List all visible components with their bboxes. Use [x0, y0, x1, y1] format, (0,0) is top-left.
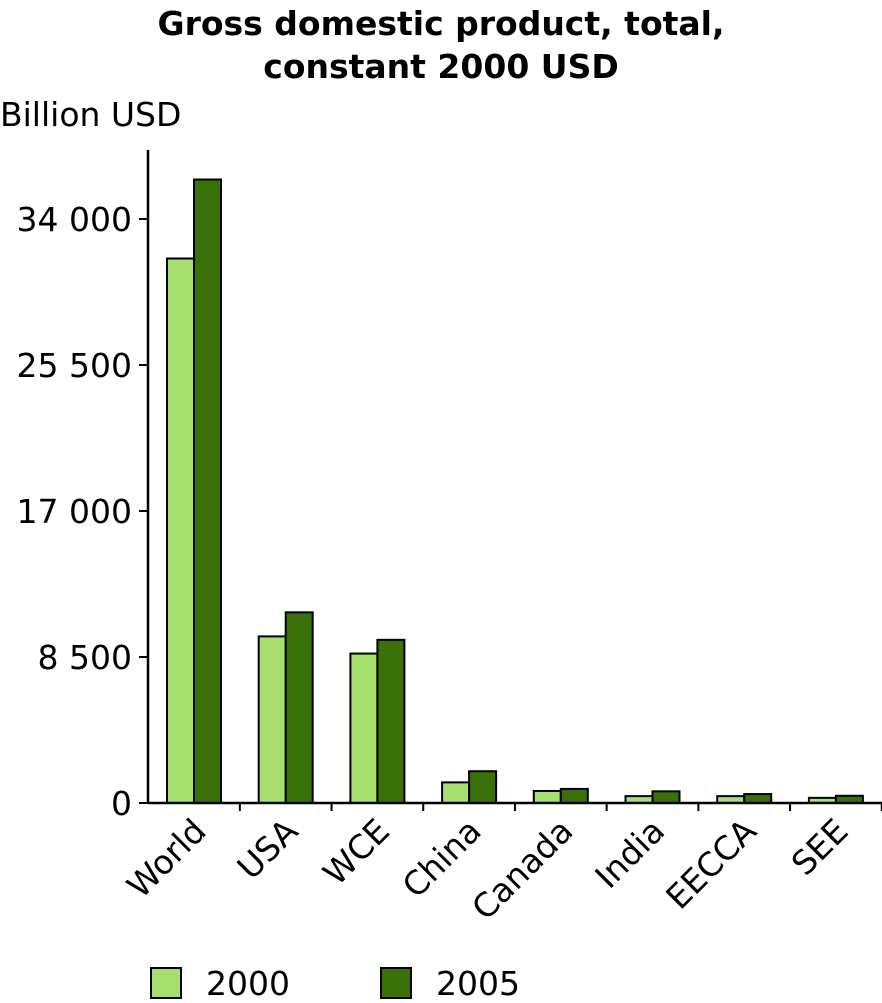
legend-swatch-2000 — [150, 967, 182, 999]
legend-label-2005: 2005 — [435, 963, 520, 1003]
legend: 2000 2005 — [150, 963, 610, 1003]
bar-wce-2005 — [376, 638, 406, 805]
bar-wce-2000 — [349, 652, 379, 804]
y-tick-label: 34 000 — [17, 200, 132, 239]
x-tick-label-see: SEE — [784, 811, 856, 883]
bar-usa-2000 — [257, 635, 287, 805]
x-tick-label-eecca: EECCA — [658, 811, 764, 917]
bar-canada-2000 — [532, 789, 562, 804]
bar-world-2005 — [193, 178, 222, 804]
bar-canada-2005 — [559, 787, 589, 804]
bar-india-2005 — [651, 790, 681, 805]
x-tick-label-usa: USA — [229, 811, 305, 887]
legend-item-2000: 2000 — [150, 964, 290, 1003]
legend-label-2000: 2000 — [206, 963, 290, 1003]
legend-swatch-2005 — [379, 967, 412, 999]
x-tick-label-wce: WCE — [315, 811, 397, 893]
bar-usa-2005 — [284, 611, 314, 805]
bar-eecca-2005 — [743, 793, 773, 805]
y-tick-label: 25 500 — [17, 346, 132, 385]
x-tick-label-world: World — [119, 811, 213, 905]
bar-china-2005 — [468, 770, 498, 804]
x-tick-label-canada: Canada — [464, 811, 580, 927]
legend-item-2005: 2005 — [379, 963, 520, 1003]
bar-china-2000 — [441, 781, 471, 805]
y-axis-label: Billion USD — [0, 95, 182, 134]
chart-title: Gross domestic product, total, constant … — [0, 2, 882, 88]
chart-title-line-1: Gross domestic product, total, — [157, 4, 725, 43]
x-tick-label-india: India — [587, 811, 672, 896]
chart-title-line-2: constant 2000 USD — [263, 47, 619, 86]
y-tick-label: 8 500 — [38, 638, 132, 677]
bar-world-2000 — [166, 257, 195, 805]
y-tick-label: 0 — [111, 784, 132, 823]
y-tick-label: 17 000 — [17, 492, 132, 531]
